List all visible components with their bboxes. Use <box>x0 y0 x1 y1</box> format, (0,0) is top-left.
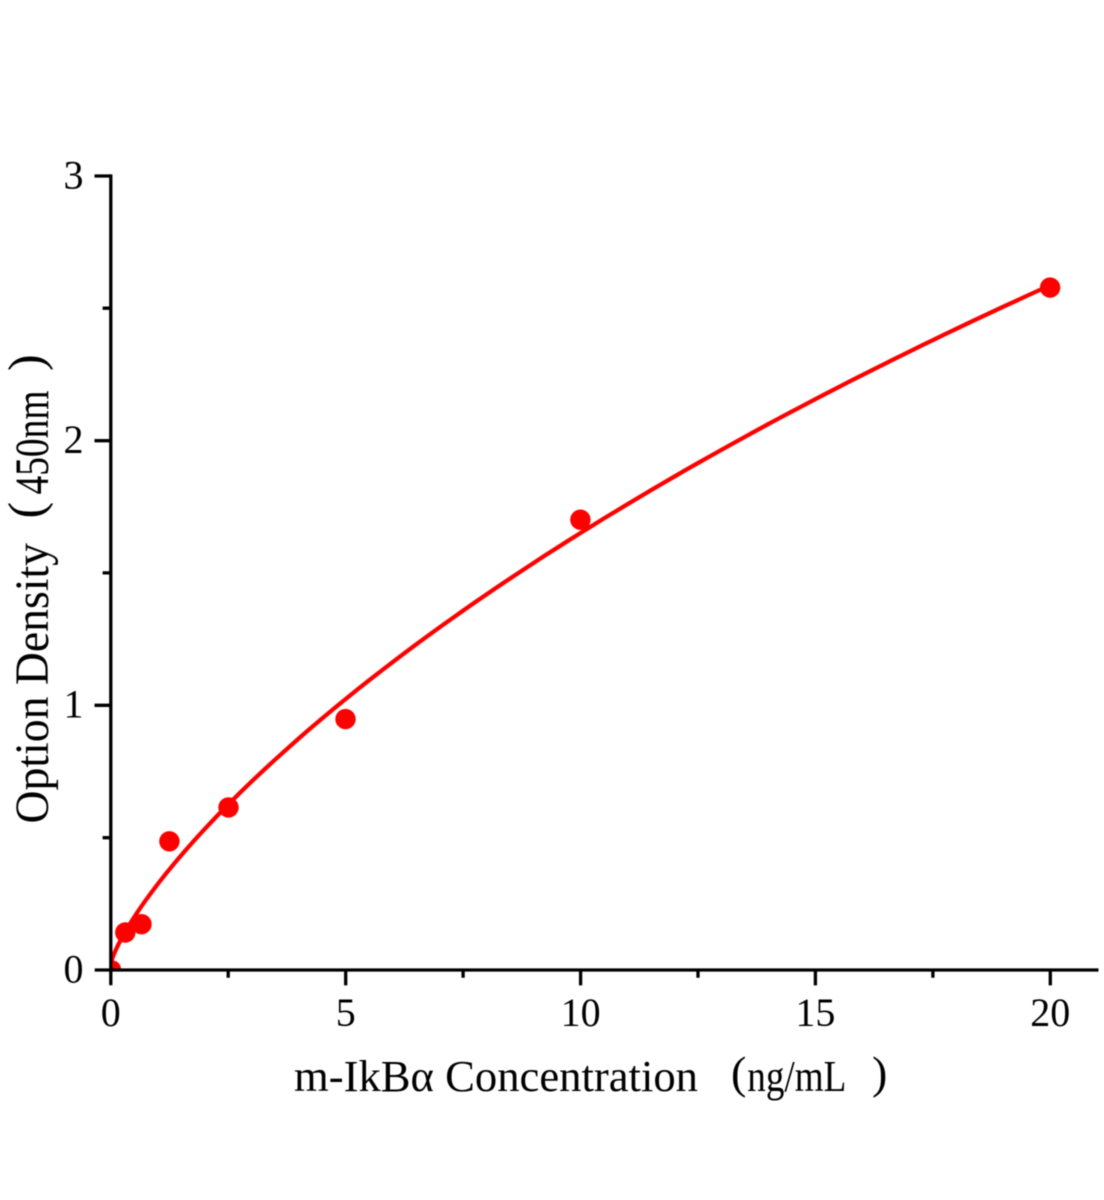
svg-text:15: 15 <box>795 990 835 1035</box>
svg-text:1: 1 <box>64 682 84 727</box>
svg-text:(: ( <box>0 502 54 519</box>
svg-text:): ) <box>872 1047 887 1098</box>
svg-text:2: 2 <box>64 417 84 462</box>
svg-text:10: 10 <box>561 990 601 1035</box>
svg-text:Option Density: Option Density <box>6 543 59 824</box>
svg-text:0: 0 <box>101 990 121 1035</box>
svg-text:(: ( <box>731 1047 746 1098</box>
svg-text:ng/mL: ng/mL <box>747 1052 846 1101</box>
svg-text:0: 0 <box>64 946 84 991</box>
svg-text:): ) <box>0 354 54 371</box>
svg-text:5: 5 <box>336 990 356 1035</box>
svg-text:450nm: 450nm <box>6 391 59 495</box>
svg-text:20: 20 <box>1030 990 1070 1035</box>
svg-text:m-IkBα Concentration: m-IkBα Concentration <box>294 1052 698 1101</box>
svg-text:3: 3 <box>64 152 84 197</box>
